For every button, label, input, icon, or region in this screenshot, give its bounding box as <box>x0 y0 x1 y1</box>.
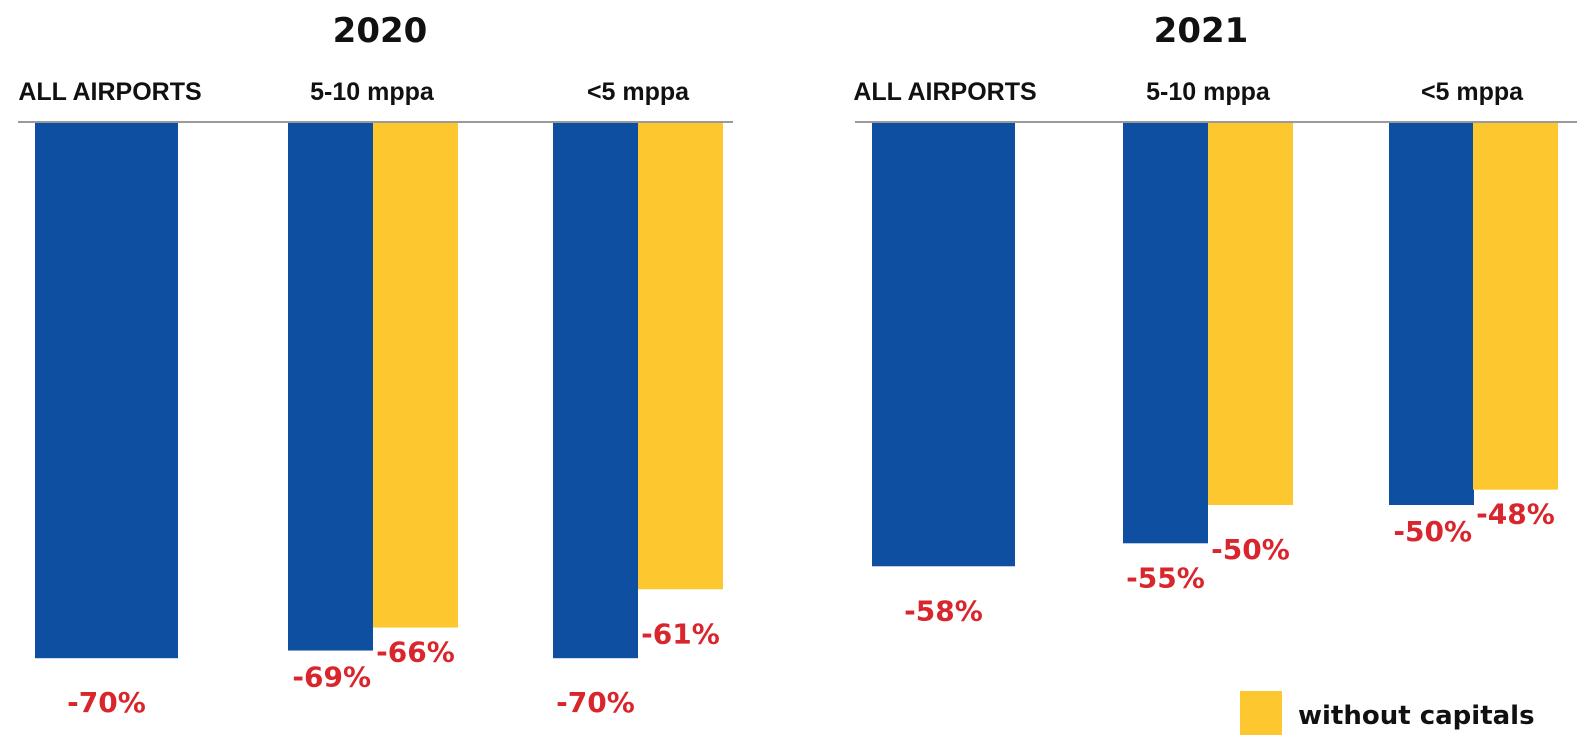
bar-without-capitals <box>1208 122 1293 505</box>
panel-title: 2020 <box>333 11 428 51</box>
category-label-5-10-mppa: 5-10 mppa <box>1146 78 1271 106</box>
bar-without-capitals <box>638 122 723 590</box>
data-label: -66% <box>376 636 455 669</box>
bar-all <box>872 122 1015 567</box>
panel-2020: 2020 ALL AIRPORTS 5-10 mppa <5 mppa -70%… <box>18 11 733 719</box>
category-label-all-airports: ALL AIRPORTS <box>853 78 1036 106</box>
data-label: -70% <box>67 686 146 719</box>
bar-without-capitals <box>373 122 458 628</box>
category-label-5-10-mppa: 5-10 mppa <box>310 78 435 106</box>
category-label-all-airports: ALL AIRPORTS <box>18 78 201 106</box>
data-label: -70% <box>556 686 635 719</box>
bar-all <box>1389 122 1474 505</box>
bar-all <box>35 122 178 659</box>
category-label-under-5-mppa: <5 mppa <box>587 78 690 106</box>
bar-without-capitals <box>1473 122 1558 490</box>
data-label: -50% <box>1393 515 1472 548</box>
legend-label: without capitals <box>1298 701 1535 731</box>
data-label: -48% <box>1476 498 1555 531</box>
panel-title: 2021 <box>1154 11 1249 51</box>
legend-swatch <box>1240 691 1282 735</box>
bar-all <box>553 122 638 659</box>
data-label: -61% <box>641 617 720 650</box>
data-label: -50% <box>1211 533 1290 566</box>
data-label: -58% <box>904 594 983 627</box>
legend: without capitals <box>1240 691 1535 735</box>
bar-all <box>288 122 373 651</box>
category-label-under-5-mppa: <5 mppa <box>1421 78 1524 106</box>
data-label: -69% <box>292 661 371 694</box>
data-label: -55% <box>1126 561 1205 594</box>
panel-2021: 2021 ALL AIRPORTS 5-10 mppa <5 mppa -58%… <box>853 11 1577 627</box>
bar-all <box>1123 122 1208 544</box>
